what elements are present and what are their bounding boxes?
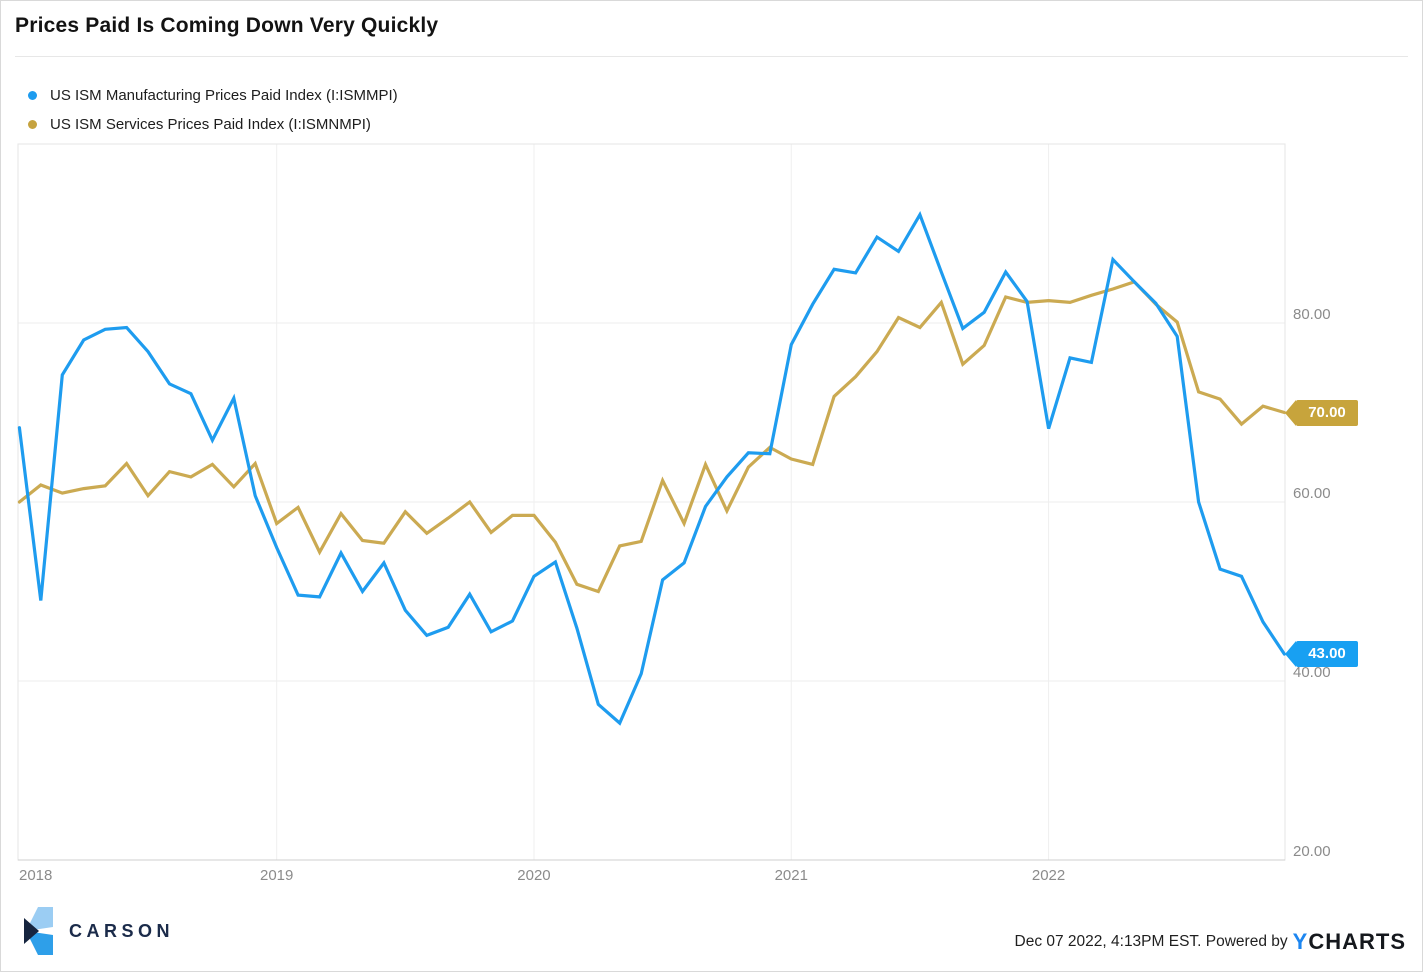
value-badge-manufacturing: 43.00 [1285, 641, 1358, 668]
y-axis-tick-80: 80.00 [1293, 306, 1331, 323]
title-divider [15, 56, 1408, 57]
legend-label-services: US ISM Services Prices Paid Index (I:ISM… [50, 116, 371, 133]
legend-item-manufacturing[interactable]: US ISM Manufacturing Prices Paid Index (… [28, 81, 398, 110]
legend-dot-services-icon [28, 120, 37, 129]
y-axis-tick-20: 20.00 [1293, 843, 1331, 860]
carson-mark-bottom-wing [26, 931, 53, 955]
y-axis-tick-60: 60.00 [1293, 485, 1331, 502]
ycharts-logo-charts: CHARTS [1308, 929, 1406, 954]
value-badge-manufacturing-label: 43.00 [1308, 645, 1346, 663]
chart-title: Prices Paid Is Coming Down Very Quickly [15, 14, 439, 37]
x-axis-label-2020: 2020 [517, 867, 551, 884]
carson-logo-mark-icon [24, 907, 53, 955]
series-line-manufacturing[interactable] [17, 210, 1287, 726]
timestamp-attribution: Dec 07 2022, 4:13PM EST. Powered by [1014, 933, 1288, 950]
legend-item-services[interactable]: US ISM Services Prices Paid Index (I:ISM… [28, 110, 398, 139]
y-axis-tick-40: 40.00 [1293, 664, 1331, 681]
carson-wordmark: CARSON [69, 920, 175, 941]
x-axis-label-2021: 2021 [774, 867, 808, 884]
legend-dot-manufacturing-icon [28, 91, 37, 100]
ycharts-logo[interactable]: Y CHARTS [1293, 929, 1406, 955]
x-axis-label-2018: 2018 [19, 867, 53, 884]
ycharts-logo-y: Y [1292, 929, 1309, 954]
value-badge-services-label: 70.00 [1308, 403, 1346, 421]
carson-mark-top-wing [26, 907, 53, 931]
x-axis-label-2022: 2022 [1031, 867, 1066, 884]
legend-label-manufacturing: US ISM Manufacturing Prices Paid Index (… [50, 87, 398, 104]
x-axis-label-2019: 2019 [260, 867, 294, 884]
carson-logo[interactable]: CARSON [24, 906, 174, 956]
attribution-bar: Dec 07 2022, 4:13PM EST. Powered by Y CHA… [1015, 929, 1407, 955]
series-line-services[interactable] [17, 279, 1287, 594]
legend: US ISM Manufacturing Prices Paid Index (… [28, 81, 398, 139]
carson-mark-arrow [24, 918, 39, 944]
value-badge-services: 70.00 [1285, 399, 1358, 426]
